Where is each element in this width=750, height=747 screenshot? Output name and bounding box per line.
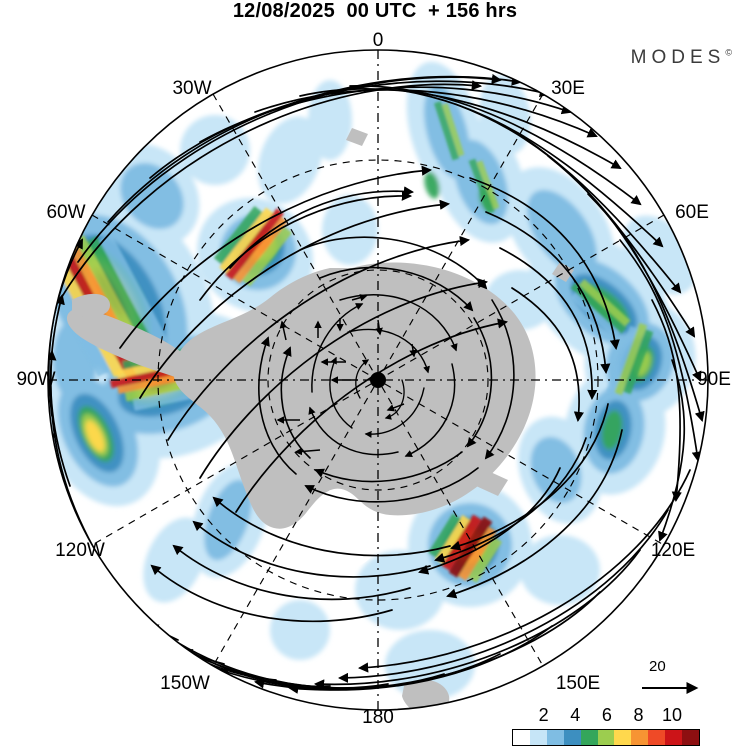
lon-label-180: 180 xyxy=(362,707,394,728)
page-title: 12/08/2025 00 UTC + 156 hrs xyxy=(232,0,518,22)
modes-logo: MODES© xyxy=(631,47,732,69)
colorbar-swatch-2 xyxy=(546,730,564,745)
colorbar-swatch-5 xyxy=(597,730,615,745)
colorbar-swatch-9 xyxy=(665,730,683,745)
wind-vector-barbs xyxy=(276,294,417,456)
colorbar-swatch-6 xyxy=(614,730,632,745)
lon-label-0: 0 xyxy=(372,30,384,51)
colorbar-tick-10: 10 xyxy=(661,705,682,725)
lat-circle-30S xyxy=(157,159,599,601)
colorbar-swatch-4 xyxy=(580,730,598,745)
lon-label-150E: 150E xyxy=(555,673,601,694)
small-land-a xyxy=(346,128,368,146)
lon-label-30E: 30E xyxy=(551,78,585,99)
colorbar-swatch-10 xyxy=(682,730,699,745)
lat-circle-60S xyxy=(267,269,489,491)
streamline-layer xyxy=(48,73,705,694)
antarctic-peninsula xyxy=(66,308,184,378)
colorbar-tick-2: 2 xyxy=(538,705,549,725)
lon-label-30W: 30W xyxy=(172,78,212,99)
colorbar-swatch-1 xyxy=(529,730,547,745)
lon-label-120W: 120W xyxy=(55,540,105,561)
colorbar-swatch-8 xyxy=(648,730,666,745)
latitude-circles xyxy=(157,159,599,601)
colorbar-tick-4: 4 xyxy=(570,705,581,725)
globe-outline xyxy=(47,49,709,711)
colorbar-tick-8: 8 xyxy=(633,705,644,725)
vector-scale-legend: 20 xyxy=(640,658,730,700)
lon-label-120E: 120E xyxy=(650,540,696,561)
colorbar-swatch-3 xyxy=(563,730,581,745)
lon-label-60W: 60W xyxy=(46,202,86,223)
colorbar xyxy=(512,729,700,746)
lon-label-90E: 90E xyxy=(697,369,731,390)
small-land-c xyxy=(476,470,508,496)
colorbar-swatch-0 xyxy=(513,730,530,745)
sa-tip-landmass xyxy=(72,293,110,318)
copyright-icon: © xyxy=(725,47,732,58)
colorbar-swatch-7 xyxy=(631,730,649,745)
lon-label-150W: 150W xyxy=(160,673,210,694)
modes-logo-text: MODES xyxy=(630,47,726,68)
lon-label-90W: 90W xyxy=(16,369,56,390)
south-pole-dot xyxy=(370,372,386,388)
ross-embayment-white xyxy=(316,490,378,568)
lon-label-60E: 60E xyxy=(675,202,709,223)
right-arrow-icon xyxy=(642,682,699,694)
vector-scale-value: 20 xyxy=(649,658,666,675)
colorbar-tick-6: 6 xyxy=(601,705,612,725)
colorbar-tick-labels: 2 4 6 8 10 xyxy=(512,705,698,727)
